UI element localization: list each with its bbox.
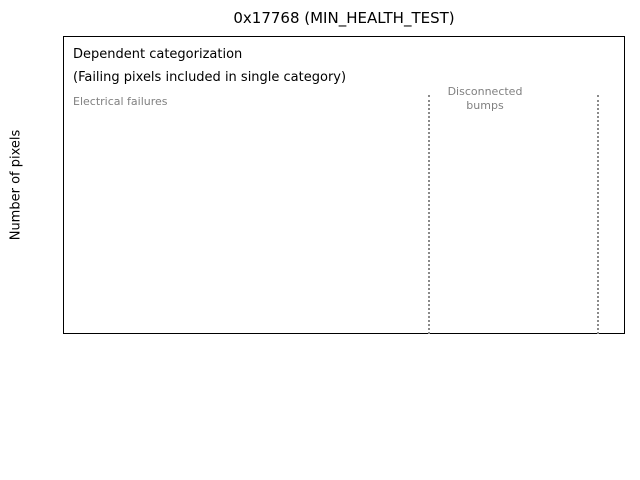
chart-title: 0x17768 (MIN_HEALTH_TEST) [233,9,455,27]
y-axis-label: Number of pixels [8,129,24,241]
disconnected-region-right-dotted-line [597,95,599,334]
annotation-failing-pixels: (Failing pixels included in single categ… [73,70,347,85]
plot-area [63,36,625,334]
disconnected-region-left-dotted-line [428,95,430,334]
annotation-electrical-failures: Electrical failures [73,95,168,108]
annotation-disconnected-bumps: Disconnected bumps [447,85,523,112]
annotation-dependent-categorization: Dependent categorization [73,47,243,62]
